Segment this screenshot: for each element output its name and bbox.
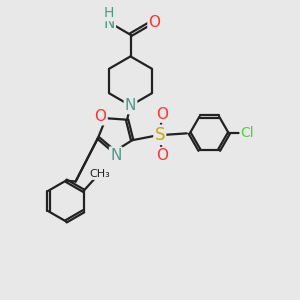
Text: Cl: Cl bbox=[241, 126, 254, 140]
Text: N: N bbox=[110, 148, 122, 163]
Text: O: O bbox=[156, 106, 168, 122]
Text: O: O bbox=[148, 15, 160, 30]
Text: N: N bbox=[125, 98, 136, 113]
Text: O: O bbox=[156, 148, 168, 163]
Text: N: N bbox=[103, 16, 115, 31]
Text: O: O bbox=[94, 109, 106, 124]
Text: H: H bbox=[104, 6, 114, 20]
Text: CH₃: CH₃ bbox=[90, 169, 110, 179]
Text: S: S bbox=[154, 126, 165, 144]
